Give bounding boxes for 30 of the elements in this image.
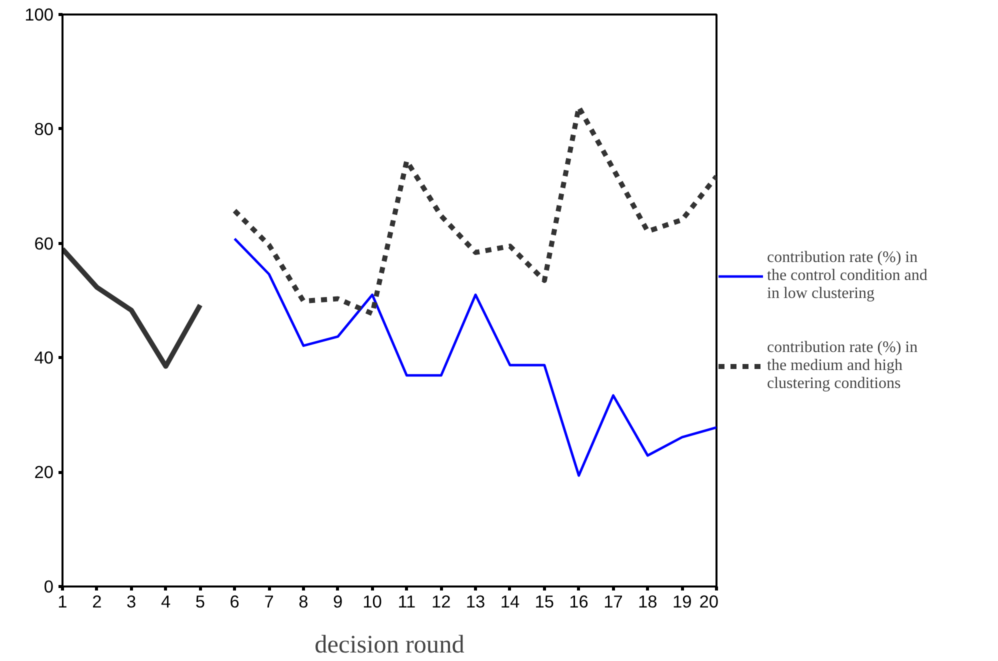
x-tick-label: 11 <box>398 592 416 612</box>
y-tick-label: 20 <box>34 462 54 482</box>
x-tick-label: 5 <box>195 592 206 612</box>
y-tick-label: 80 <box>34 118 54 139</box>
x-tick-label: 19 <box>672 592 692 612</box>
x-tick-label: 3 <box>126 592 136 612</box>
x-tick-label: 4 <box>160 592 171 612</box>
legend-label: contribution rate (%) in the control condition and in low clustering <box>767 248 928 304</box>
y-tick-label: 40 <box>34 348 54 368</box>
line-series <box>233 237 716 477</box>
y-tick-label: 60 <box>34 233 54 254</box>
x-tick-label: 18 <box>638 592 658 612</box>
x-tick-label: 7 <box>264 592 274 612</box>
legend-label: contribution rate (%) in the medium and high clustering conditions <box>767 338 918 394</box>
x-tick-label: 14 <box>500 592 520 612</box>
x-tick-label: 2 <box>92 592 102 612</box>
x-tick-label: 16 <box>569 592 588 612</box>
x-tick-label: 6 <box>230 592 240 612</box>
x-tick-label: 17 <box>604 592 623 612</box>
x-tick-label: 1 <box>58 592 68 612</box>
y-tick-label: 100 <box>24 4 54 24</box>
x-tick-label: 15 <box>534 592 554 612</box>
x-tick-label: 20 <box>699 592 719 612</box>
y-tick-label: 0 <box>44 576 54 596</box>
x-tick-label: 10 <box>362 592 382 612</box>
x-tick-label: 12 <box>431 592 451 612</box>
x-tick-label: 13 <box>466 592 486 612</box>
x-axis-title: decision round <box>314 630 465 658</box>
x-tick-label: 8 <box>298 592 308 612</box>
x-tick-label: 9 <box>333 592 343 612</box>
